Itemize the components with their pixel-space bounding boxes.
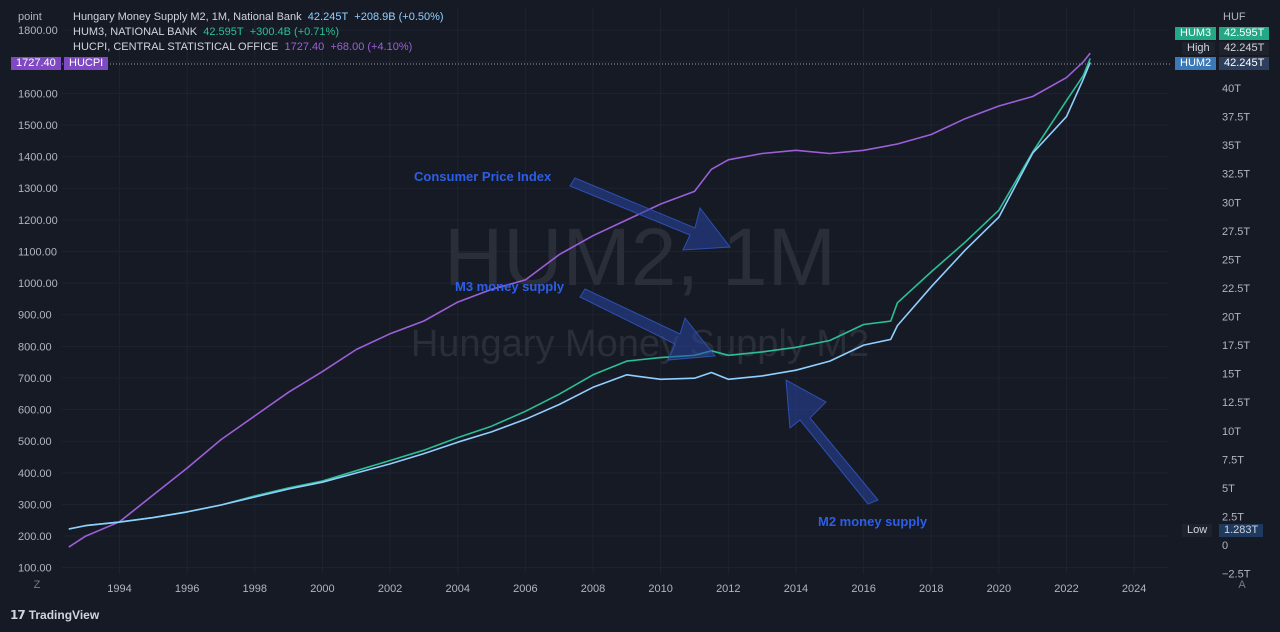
legend-title-hum2: Hungary Money Supply M2, 1M, National Ba… xyxy=(73,11,302,23)
x-axis-tick-label: 2022 xyxy=(1054,583,1078,595)
x-axis-tick-label: 1994 xyxy=(107,583,131,595)
left-axis-tick-label: 800.00 xyxy=(18,341,52,353)
legend-row-hucpi[interactable]: HUCPI, CENTRAL STATISTICAL OFFICE 1727.4… xyxy=(73,40,444,55)
left-axis-tick-label: 1300.00 xyxy=(18,183,58,195)
right-axis-tick-label: 10T xyxy=(1222,426,1241,438)
price-tag-high-value: 42.245T xyxy=(1219,42,1270,55)
series-line-hucpi xyxy=(68,52,1091,548)
price-tag-hucpi-name: HUCPI xyxy=(64,57,109,70)
annotation-label: M2 money supply xyxy=(818,514,928,529)
right-axis-tick-label: 25T xyxy=(1222,254,1241,266)
price-tag-high-name: High xyxy=(1182,42,1215,55)
legend-value-hucpi: 1727.40 xyxy=(284,41,325,53)
x-axis-tick-label: 2018 xyxy=(919,583,943,595)
right-axis-tick-label: 20T xyxy=(1222,312,1241,324)
right-axis-tick-label: 12.5T xyxy=(1222,397,1250,409)
legend-value-hum2: 42.245T xyxy=(307,11,349,23)
price-tag-hum2-name: HUM2 xyxy=(1175,57,1217,70)
left-axis-tick-label: 1800.00 xyxy=(18,25,58,37)
left-axis-tick-label: 1000.00 xyxy=(18,278,58,290)
right-axis-tick-label: 35T xyxy=(1222,140,1241,152)
annotation-label: Consumer Price Index xyxy=(414,169,552,184)
left-axis-tick-label: 500.00 xyxy=(18,436,52,448)
right-axis-tick-label: 37.5T xyxy=(1222,112,1250,124)
left-axis-tick-label: 600.00 xyxy=(18,405,52,417)
arrow-m2 xyxy=(785,379,879,505)
brand-logo[interactable]: 𝟭𝟳 TradingView xyxy=(10,608,99,622)
left-axis-tick-label: 1600.00 xyxy=(18,88,58,100)
zoom-reset-button[interactable]: Z xyxy=(33,579,41,591)
legend-title-hum3: HUM3, NATIONAL BANK xyxy=(73,26,198,38)
series-line-hum2 xyxy=(68,62,1091,530)
footer-bar xyxy=(0,603,1280,632)
x-axis-tick-label: 2006 xyxy=(513,583,537,595)
right-axis-tick-label: 2.5T xyxy=(1222,511,1244,523)
x-axis-tick-label: 2012 xyxy=(716,583,740,595)
legend: Hungary Money Supply M2, 1M, National Ba… xyxy=(73,10,444,55)
right-axis-tick-label: −2.5T xyxy=(1222,569,1251,581)
legend-change-hum2: +208.9B (+0.50%) xyxy=(354,11,444,23)
left-axis-unit: point xyxy=(18,11,42,23)
right-axis-tick-label: 30T xyxy=(1222,197,1241,209)
x-axis-tick-label: 2016 xyxy=(851,583,875,595)
left-axis-tick-label: 1400.00 xyxy=(18,152,58,164)
x-axis-tick-label: 1996 xyxy=(175,583,199,595)
price-tag-hum3-value: 42.595T xyxy=(1219,27,1270,40)
x-axis-tick-label: 2002 xyxy=(378,583,402,595)
right-axis-tick-label: 32.5T xyxy=(1222,169,1250,181)
price-tag-hum2-value: 42.245T xyxy=(1219,57,1270,70)
tradingview-logo-icon: 𝟭𝟳 xyxy=(10,608,26,622)
right-axis-tick-label: 7.5T xyxy=(1222,454,1244,466)
x-axis-tick-label: 2010 xyxy=(648,583,672,595)
legend-value-hum3: 42.595T xyxy=(203,26,244,38)
watermark-description: Hungary Money Supply M2 xyxy=(411,323,869,365)
right-axis-tick-label: 5T xyxy=(1222,483,1235,495)
right-axis-tick-label: 17.5T xyxy=(1222,340,1250,352)
price-tag-low-name: Low xyxy=(1182,524,1213,537)
left-axis-tick-label: 100.00 xyxy=(18,563,52,575)
legend-title-hucpi: HUCPI, CENTRAL STATISTICAL OFFICE xyxy=(73,41,279,53)
annotation-label: M3 money supply xyxy=(455,279,565,294)
price-tag-low-value: 1.283T xyxy=(1219,524,1264,537)
price-tag-hucpi-value: 1727.40 xyxy=(11,57,62,70)
right-axis-unit: HUF xyxy=(1223,11,1246,23)
right-axis-tick-label: 27.5T xyxy=(1222,226,1250,238)
right-axis-tick-label: 15T xyxy=(1222,369,1241,381)
x-axis-tick-label: 2004 xyxy=(445,583,469,595)
x-axis-tick-label: 2024 xyxy=(1122,583,1146,595)
legend-row-hum3[interactable]: HUM3, NATIONAL BANK 42.595T +300.4B (+0.… xyxy=(73,25,444,40)
right-axis-tick-label: 0 xyxy=(1222,540,1228,552)
left-axis-tick-label: 300.00 xyxy=(18,499,52,511)
legend-change-hum3: +300.4B (+0.71%) xyxy=(249,26,339,38)
price-tag-hum3-name: HUM3 xyxy=(1175,27,1217,40)
left-axis-tick-label: 900.00 xyxy=(18,310,52,322)
x-axis-tick-label: 2000 xyxy=(310,583,334,595)
left-axis-tick-label: 400.00 xyxy=(18,468,52,480)
x-axis-tick-label: 2014 xyxy=(784,583,808,595)
legend-change-hucpi: +68.00 (+4.10%) xyxy=(330,41,413,53)
x-axis-tick-label: 2008 xyxy=(581,583,605,595)
legend-row-hum2[interactable]: Hungary Money Supply M2, 1M, National Ba… xyxy=(73,10,444,25)
left-axis-tick-label: 1100.00 xyxy=(18,246,57,258)
auto-scale-button[interactable]: A xyxy=(1238,579,1246,591)
watermark-symbol: HUM2, 1M xyxy=(444,212,836,303)
left-axis-tick-label: 1500.00 xyxy=(18,120,58,132)
left-axis-tick-label: 200.00 xyxy=(18,531,52,543)
brand-name: TradingView xyxy=(28,608,100,622)
right-axis-tick-label: 40T xyxy=(1222,83,1241,95)
x-axis-tick-label: 2020 xyxy=(987,583,1011,595)
x-axis-tick-label: 1998 xyxy=(243,583,267,595)
arrow-m3 xyxy=(579,288,716,361)
left-axis-tick-label: 1200.00 xyxy=(18,215,58,227)
right-axis-tick-label: 22.5T xyxy=(1222,283,1250,295)
arrow-cpi xyxy=(569,177,731,251)
left-axis-tick-label: 700.00 xyxy=(18,373,52,385)
